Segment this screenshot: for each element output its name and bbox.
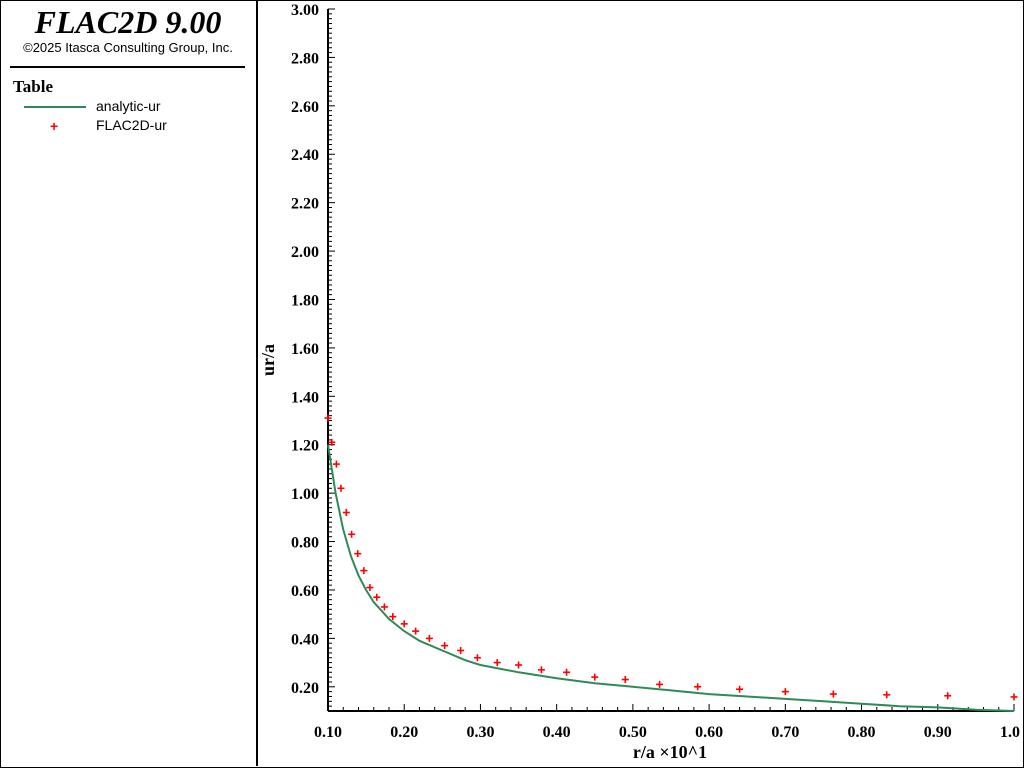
legend-panel: FLAC2D 9.00 ©2025 Itasca Consulting Grou… <box>0 0 258 766</box>
flac2d-ur-point <box>366 584 374 592</box>
flac2d-ur-point <box>694 683 702 691</box>
flac2d-ur-point <box>515 661 523 669</box>
y-tick-label: 0.60 <box>291 583 319 600</box>
plot-area: 0.10 0.20 0.30 0.40 0.50 0.60 0.70 0.80 0.90 1.0 … <box>258 2 1020 762</box>
x-tick-label: 0.70 <box>771 724 799 741</box>
x-axis-ticks: 0.10 0.20 0.30 0.40 0.50 0.60 0.70 0.80 0.90 1.0 <box>314 704 1020 741</box>
flac2d-ur-point <box>473 654 481 662</box>
flac2d-ur-point <box>457 646 465 654</box>
flac2d-ur-point <box>360 567 368 575</box>
flac2d-ur-point <box>563 668 571 676</box>
y-tick-label: 2.00 <box>291 244 319 261</box>
flac2d-ur-point <box>400 620 408 628</box>
x-tick-label: 0.30 <box>466 724 494 741</box>
axes <box>327 9 1014 712</box>
y-tick-label: 0.20 <box>291 680 319 697</box>
x-tick-label: 0.90 <box>924 724 952 741</box>
flac2d-ur-point <box>781 688 789 696</box>
app-title: FLAC2D 9.00 <box>34 4 222 40</box>
x-tick-label: 0.60 <box>695 724 723 741</box>
x-axis-label: r/a ×10^1 <box>633 742 707 762</box>
y-tick-label: 3.00 <box>291 2 319 19</box>
flac2d-ur-point <box>441 642 449 650</box>
flac2d-ur-point <box>1010 693 1018 701</box>
y-tick-label: 2.80 <box>291 50 319 67</box>
x-tick-label: 0.50 <box>619 724 647 741</box>
legend-plus-marker-icon: + <box>50 118 59 134</box>
flac2d-ur-point <box>380 603 388 611</box>
flac2d-ur-point <box>342 509 350 517</box>
legend-line-swatch-icon <box>24 106 86 108</box>
flac2d-ur-point <box>332 460 340 468</box>
flac2d-ur-point <box>537 666 545 674</box>
legend-label-analytic: analytic-ur <box>96 98 161 114</box>
flac2d-ur-point <box>736 685 744 693</box>
y-tick-label: 0.40 <box>291 631 319 648</box>
y-tick-label: 2.60 <box>291 99 319 116</box>
x-tick-label: 0.20 <box>390 724 418 741</box>
flac2d-ur-point <box>621 676 629 684</box>
flac2d-ur-point <box>883 691 891 699</box>
legend-title: Table <box>13 77 54 96</box>
flac2d-ur-point <box>324 414 332 422</box>
x-tick-label: 0.80 <box>848 724 876 741</box>
legend-label-flac2d: FLAC2D-ur <box>96 117 167 133</box>
series-line-analytic-ur <box>327 444 1015 712</box>
y-axis-label: ur/a <box>258 344 278 376</box>
copyright-text: ©2025 Itasca Consulting Group, Inc. <box>23 40 233 55</box>
y-tick-label: 1.80 <box>291 292 319 309</box>
x-tick-label: 0.10 <box>314 724 342 741</box>
y-tick-label: 2.20 <box>291 196 319 213</box>
flac2d-ur-point <box>412 627 420 635</box>
flac2d-ur-point <box>425 634 433 642</box>
flac2d-ur-point <box>389 613 397 621</box>
legend-divider <box>10 66 245 68</box>
y-tick-label: 1.20 <box>291 438 319 455</box>
y-tick-label: 0.80 <box>291 535 319 552</box>
y-tick-label: 2.40 <box>291 147 319 164</box>
flac2d-ur-point <box>591 673 599 681</box>
flac2d-ur-point <box>944 692 952 700</box>
x-tick-label: 0.40 <box>543 724 571 741</box>
flac2d-ur-point <box>348 530 356 538</box>
flac2d-ur-point <box>493 659 501 667</box>
flac2d-ur-point <box>656 680 664 688</box>
series-layer <box>324 414 1018 712</box>
y-tick-label: 1.60 <box>291 341 319 358</box>
flac2d-ur-point <box>328 438 336 446</box>
y-axis-ticks: 0.20 0.40 0.60 0.80 1.00 1.20 1.40 1.60 1.80 2.00… <box>291 2 335 712</box>
flac2d-ur-point <box>337 484 345 492</box>
flac2d-ur-point <box>354 550 362 558</box>
x-tick-label: 1.0 <box>1000 724 1020 741</box>
y-tick-label: 1.40 <box>291 389 319 406</box>
y-tick-label: 1.00 <box>291 486 319 503</box>
flac2d-ur-point <box>373 593 381 601</box>
flac2d-ur-point <box>829 690 837 698</box>
